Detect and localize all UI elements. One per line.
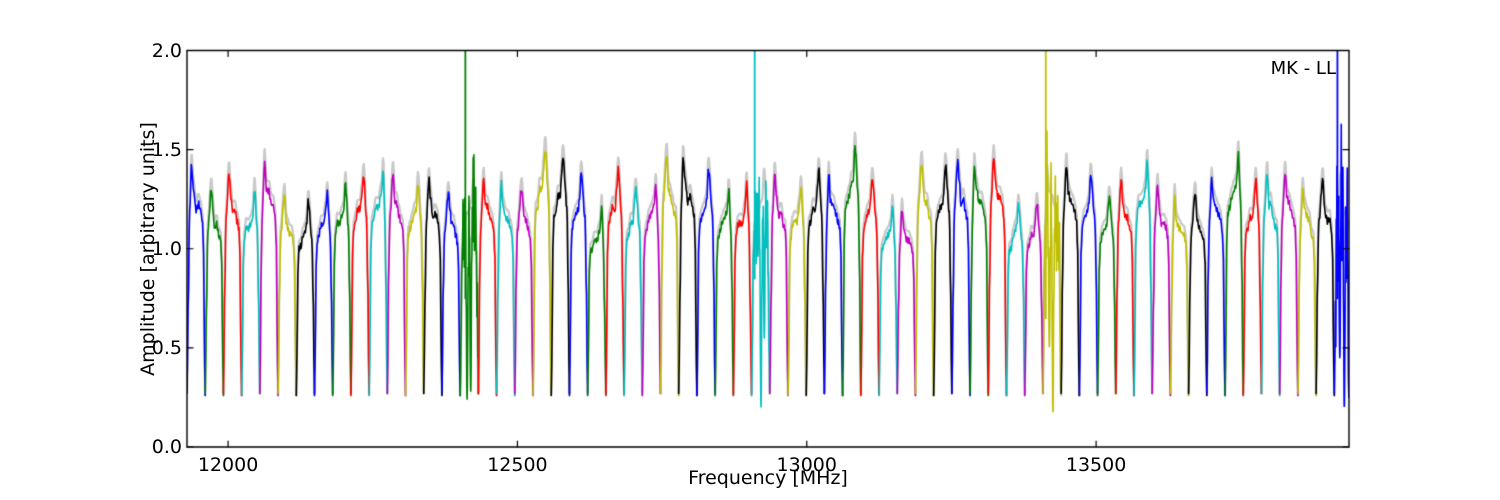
x-tick-label: 13000 [776,454,837,476]
x-tick-label: 13500 [1065,454,1127,476]
x-tick-label: 12000 [197,454,259,476]
x-tick-label: 12500 [487,454,548,476]
y-tick-label: 1.5 [151,138,182,161]
y-tick-label: 2.0 [151,39,182,62]
y-tick-label: 0.0 [151,436,182,458]
y-tick-label: 0.5 [151,336,182,359]
y-tick-label: 1.0 [151,237,182,260]
station-polarization-annotation: MK - LL [1270,58,1336,79]
x-axis-label: Frequency [MHz] [688,467,848,489]
